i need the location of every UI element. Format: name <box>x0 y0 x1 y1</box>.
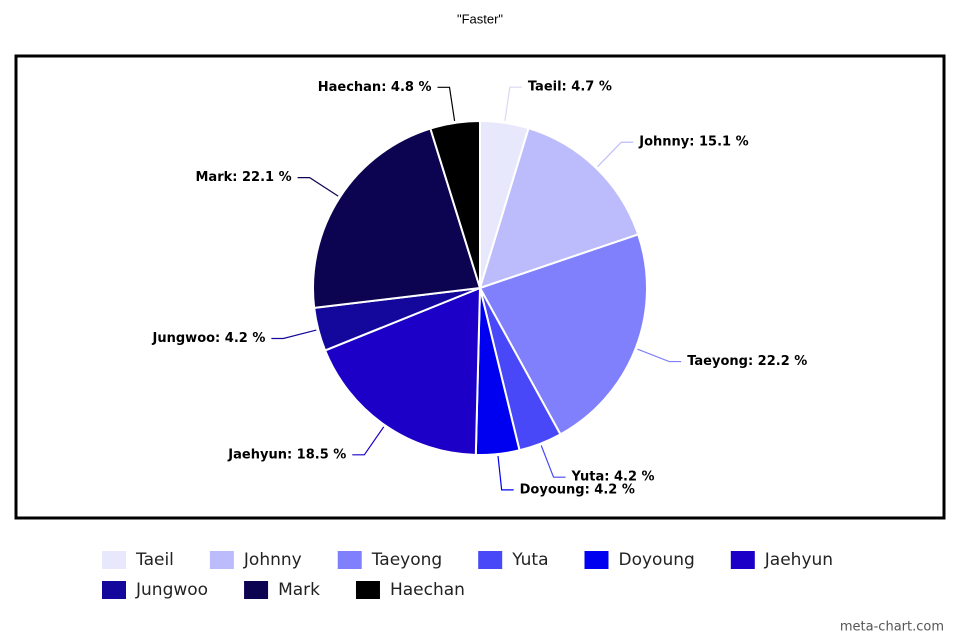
pie-slice <box>478 233 648 436</box>
legend-label: Taeyong <box>371 550 442 570</box>
pie-slice <box>429 119 481 289</box>
chart-title: "Faster" <box>457 11 503 26</box>
legend-label: Doyoung <box>619 550 695 570</box>
data-label: Haechan: 4.8 % <box>318 80 432 95</box>
legend-label: Jaehyun <box>764 550 833 570</box>
data-label: Yuta: 4.2 % <box>571 470 655 485</box>
leader-line <box>497 455 514 491</box>
pie-slice <box>312 127 482 310</box>
leader-line <box>352 426 385 456</box>
legend-label: Jungwoo <box>135 580 208 600</box>
data-label: Johnny: 15.1 % <box>638 135 748 150</box>
legend-swatch <box>102 581 126 599</box>
legend-swatch <box>584 551 609 569</box>
legend-swatch <box>730 551 755 569</box>
leader-line <box>540 445 566 478</box>
data-label: Jungwoo: 4.2 % <box>152 331 266 346</box>
leader-line <box>271 329 317 340</box>
legend-swatch <box>337 551 362 569</box>
legend-swatch <box>478 551 503 569</box>
legend-label: Johnny <box>243 550 302 570</box>
pie-slice <box>323 286 482 456</box>
leader-line <box>504 86 522 121</box>
legend-swatch <box>102 551 126 569</box>
legend-swatch <box>244 581 269 599</box>
leader-line <box>637 348 682 363</box>
legend-label: Yuta <box>511 550 548 570</box>
data-label: Mark: 22.1 % <box>196 170 292 185</box>
watermark: meta-chart.com <box>840 620 944 635</box>
leader-line <box>597 141 634 168</box>
legend-swatch <box>355 581 380 599</box>
leader-line <box>437 86 456 122</box>
pie-slice <box>478 126 640 290</box>
data-label: Jaehyun: 18.5 % <box>227 447 346 462</box>
legend-label: Taeil <box>135 550 174 570</box>
data-label: Doyoung: 4.2 % <box>520 482 635 497</box>
data-label: Taeyong: 22.2 % <box>687 354 807 369</box>
legend-label: Haechan <box>390 580 465 600</box>
leader-line <box>297 177 339 197</box>
legend-label: Mark <box>278 580 320 600</box>
data-label: Taeil: 4.7 % <box>528 80 612 95</box>
legend-swatch <box>209 551 234 569</box>
